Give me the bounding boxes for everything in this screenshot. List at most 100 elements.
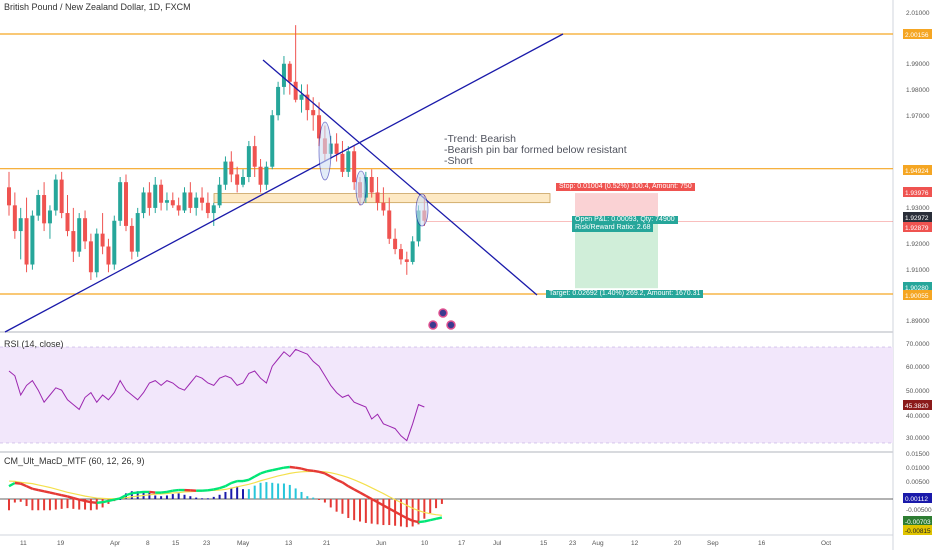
macd-line-segment: [125, 492, 133, 497]
rsi-tick-label: 30.0000: [906, 435, 930, 442]
macd-histogram-bar: [271, 482, 274, 499]
time-tick-label: 17: [458, 540, 466, 547]
macd-histogram-bar: [347, 499, 350, 519]
macd-tick-label: 0.01500: [906, 451, 930, 458]
macd-line-segment: [108, 498, 115, 503]
macd-line-segment: [242, 478, 250, 483]
macd-histogram-bar: [201, 498, 204, 500]
reward-zone: [575, 221, 658, 289]
candle-body: [94, 233, 99, 273]
price-tick-label: 1.97000: [906, 113, 930, 120]
price-highlight-label: 1.92972: [905, 215, 929, 222]
candle-body: [30, 215, 35, 265]
macd-line-segment: [90, 501, 97, 505]
macd-histogram-bar: [177, 493, 180, 499]
annotation-line-2: -Bearish pin bar formed below resistant: [444, 144, 627, 156]
macd-histogram-bar: [189, 496, 192, 499]
macd-value-label: -0.00703: [905, 519, 931, 526]
candle-body: [311, 110, 316, 116]
macd-line-segment: [254, 472, 262, 478]
time-axis[interactable]: 11 19 Apr 8 15 23 May 13 21 Jun 10 17 Jul 15 23 Aug 12 20…: [20, 540, 831, 547]
time-tick-label: 15: [540, 540, 548, 547]
macd-line-segment: [32, 487, 39, 492]
pattern-ellipse: [415, 193, 429, 227]
macd-line-segment: [131, 491, 138, 495]
macd-line-segment: [61, 493, 68, 498]
candle-body: [188, 192, 193, 208]
macd-signal-line: [8, 470, 442, 516]
macd-value-label: -0.00815: [905, 528, 931, 535]
macd-label: CM_Ult_MacD_MTF (60, 12, 26, 9): [4, 456, 145, 466]
trend-lines[interactable]: [4, 33, 564, 333]
stop-label: Stop: 0.01004 (0.52%) 100.4, Amount: 750: [556, 183, 695, 191]
macd-value-badge: [903, 525, 932, 535]
macd-histogram-bar: [242, 489, 244, 499]
macd-histogram-bar: [440, 499, 443, 504]
macd-histogram-bar: [25, 499, 28, 507]
candle-body: [147, 192, 152, 208]
macd-histogram-bar: [66, 499, 69, 509]
candle-body: [305, 94, 310, 111]
grid: [0, 0, 894, 550]
macd-histogram-bar: [294, 488, 297, 499]
rsi-label: RSI (14, close): [4, 339, 64, 349]
price-highlight-badge: [903, 165, 932, 175]
candle-body: [100, 233, 105, 247]
macd-histogram-bar: [218, 494, 221, 499]
candle-body: [164, 200, 169, 203]
candle-body: [47, 210, 52, 224]
price-tick-label: 1.99000: [906, 61, 930, 68]
position-tool[interactable]: [424, 193, 893, 289]
price-highlight-label: 1.90280: [905, 285, 929, 292]
price-highlight-badge: [903, 290, 932, 300]
event-marker: [446, 320, 456, 330]
macd-histogram-bar: [37, 499, 40, 511]
time-tick-label: 19: [57, 540, 65, 547]
candle-body: [381, 202, 386, 211]
candle-body: [287, 63, 292, 82]
pattern-ellipse: [318, 121, 332, 181]
candle-body: [59, 179, 64, 214]
candle-body: [53, 179, 58, 211]
candle-body: [205, 202, 210, 214]
resistance-zone: [213, 193, 551, 204]
candle-body: [36, 195, 41, 216]
candle-body: [369, 177, 374, 193]
candle-body: [217, 184, 222, 206]
macd-line-segment: [336, 478, 343, 484]
candle-body: [124, 182, 128, 226]
price-highlight-label: 2.00156: [905, 32, 929, 39]
chart-title: British Pound / New Zealand Dollar, 1D, …: [4, 2, 191, 12]
macd-histogram-bar: [230, 487, 233, 499]
macd-histogram-bar: [312, 497, 315, 499]
macd-line-segment: [412, 519, 419, 524]
macd-histogram-bar: [84, 499, 87, 510]
macd-histogram-bar: [54, 499, 57, 510]
macd-line-segment: [67, 495, 74, 500]
rsi-tick-label: 70.0000: [906, 341, 930, 348]
macd-line-segment: [435, 516, 443, 521]
macd-histogram-bar: [236, 486, 239, 499]
macd-histogram-bar: [19, 499, 22, 502]
macd-histogram-bar: [95, 499, 98, 510]
rsi-pane[interactable]: 70.0000 60.0000 50.0000 40.0000 30.0000 45.38…: [0, 341, 932, 444]
macd-histogram-bar: [148, 492, 151, 499]
horizontal-levels[interactable]: [0, 33, 893, 295]
macd-line-segment: [26, 485, 33, 490]
rsi-tick-label: 60.0000: [906, 364, 930, 371]
macd-pane[interactable]: 0.01500 0.01000 0.00500 -0.00500 0.00112 -0.0…: [0, 451, 932, 535]
macd-histogram-bar: [435, 499, 438, 509]
rsi-value-label: 45.3820: [905, 403, 929, 410]
price-axis[interactable]: 2.01000 1.99000 1.98000 1.97000 1.93000 1.920…: [903, 10, 932, 325]
candle-body: [153, 184, 158, 208]
candle-body: [293, 81, 298, 100]
macd-histogram-bar: [411, 499, 414, 527]
time-tick-label: 10: [421, 540, 429, 547]
price-highlight-label: 1.92879: [905, 225, 929, 232]
macd-histogram-bar: [288, 484, 291, 499]
macd-histogram-bar: [318, 499, 321, 500]
macd-line-segment: [119, 494, 127, 500]
macd-histogram-bar: [359, 499, 361, 522]
